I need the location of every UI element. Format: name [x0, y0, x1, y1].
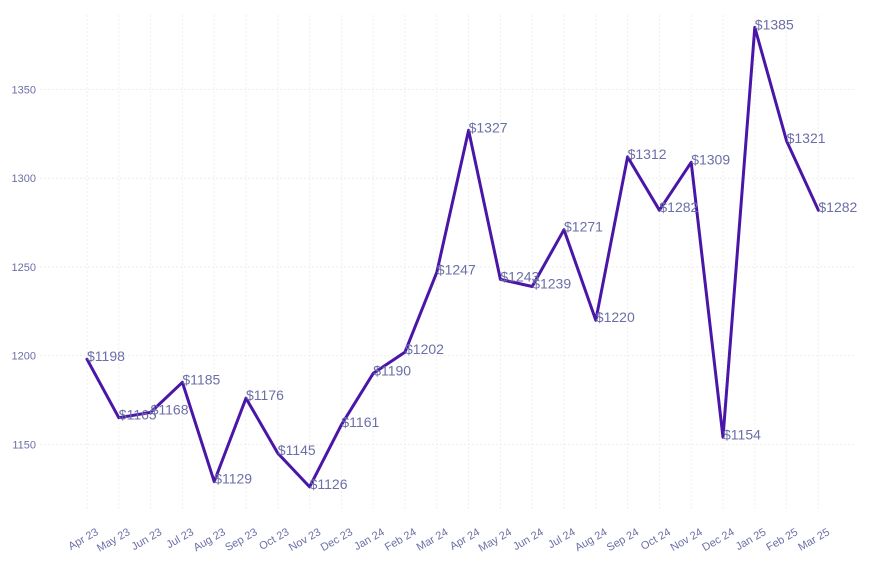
data-label: $1168 — [151, 401, 189, 417]
data-label: $1126 — [310, 476, 348, 492]
x-tick-label: Jan 25 — [734, 526, 769, 553]
data-label: $1154 — [723, 426, 761, 442]
grid — [40, 15, 855, 510]
data-label: $1202 — [405, 341, 444, 357]
x-tick-label: Jun 24 — [511, 526, 546, 553]
data-label: $1309 — [691, 151, 730, 167]
x-tick-label: Jun 23 — [129, 526, 164, 553]
data-label: $1161 — [341, 414, 379, 430]
x-tick-label: Apr 24 — [448, 526, 482, 553]
data-label: $1282 — [818, 199, 857, 215]
data-label: $1185 — [182, 371, 220, 387]
data-label: $1239 — [532, 275, 571, 291]
x-tick-label: Dec 24 — [700, 526, 736, 554]
series-line-price — [85, 25, 820, 489]
x-tick-label: Sep 24 — [605, 526, 641, 554]
x-tick-label: Aug 23 — [191, 526, 227, 554]
data-label: $1198 — [87, 348, 125, 364]
x-tick-label: Jul 24 — [546, 526, 577, 551]
x-tick-label: Feb 24 — [383, 526, 419, 554]
y-tick-label: 1350 — [12, 85, 36, 97]
x-tick-label: Oct 23 — [257, 526, 291, 553]
y-tick-label: 1250 — [12, 262, 36, 274]
data-label: $1220 — [596, 309, 635, 325]
data-label: $1321 — [787, 130, 826, 146]
data-label: $1243 — [500, 268, 539, 284]
data-label: $1165 — [119, 407, 157, 423]
data-label: $1145 — [278, 442, 316, 458]
x-tick-label: Apr 23 — [66, 526, 100, 553]
series-layer — [85, 25, 820, 489]
x-tick-label: Nov 24 — [669, 526, 705, 554]
x-tick-label: Nov 23 — [287, 526, 323, 554]
data-label: $1176 — [246, 387, 284, 403]
y-tick-label: 1200 — [12, 351, 36, 363]
data-label: $1312 — [628, 146, 667, 162]
x-tick-label: Mar 24 — [415, 526, 451, 554]
x-tick-label: Mar 25 — [796, 526, 832, 554]
data-label: $1247 — [437, 261, 476, 277]
data-label: $1190 — [373, 362, 411, 378]
data-label: $1271 — [564, 219, 603, 235]
y-axis-ticks: 1150 1200 1250 1300 1350 — [12, 85, 36, 452]
x-tick-label: Feb 25 — [764, 526, 800, 554]
x-tick-label: Jul 23 — [164, 526, 195, 551]
x-tick-label: Jan 24 — [352, 526, 387, 553]
x-tick-label: Dec 23 — [319, 526, 355, 554]
x-tick-label: May 24 — [477, 526, 514, 554]
x-tick-label: Aug 24 — [573, 526, 609, 554]
x-tick-label: Sep 23 — [223, 526, 259, 554]
data-labels: $1198 $1165$1168 $1185 $1129 $1176 $1145 $1126… — [87, 16, 858, 492]
data-label: $1385 — [755, 16, 794, 32]
y-tick-label: 1150 — [12, 439, 36, 451]
data-label: $1327 — [469, 119, 508, 135]
data-label: $1129 — [214, 471, 252, 487]
x-tick-label: Oct 24 — [639, 526, 673, 553]
x-tick-label: May 23 — [95, 526, 132, 554]
data-label: $1282 — [659, 199, 698, 215]
y-tick-label: 1300 — [12, 173, 36, 185]
